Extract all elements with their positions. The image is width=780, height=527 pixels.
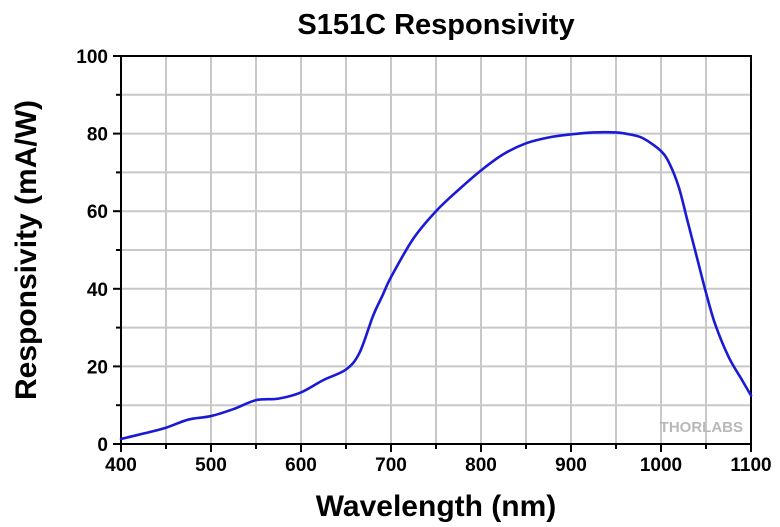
y-tick-label: 60: [87, 202, 108, 223]
chart-title: S151C Responsivity: [297, 9, 574, 41]
y-tick-label: 40: [87, 280, 108, 301]
x-tick-label: 600: [285, 455, 317, 476]
y-tick-label: 100: [76, 47, 108, 68]
y-tick-labels: 0 20 40 60 80 100: [76, 47, 108, 456]
y-axis-label: Responsivity (mA/W): [10, 100, 43, 400]
y-tick-label: 0: [97, 435, 108, 456]
thorlabs-watermark: THORLABS: [660, 419, 743, 436]
x-tick-label: 800: [465, 455, 497, 476]
x-tick-label: 1100: [730, 455, 771, 476]
gridlines: [121, 56, 751, 444]
x-axis-label: Wavelength (nm): [316, 490, 557, 523]
x-tick-label: 900: [555, 455, 587, 476]
x-tick-label: 700: [375, 455, 407, 476]
y-tick-label: 80: [87, 125, 108, 146]
responsivity-curve: [119, 130, 753, 441]
x-tick-labels: 400 500 600 700 800 900 1000 1100: [105, 455, 771, 476]
axis-ticks: [113, 55, 752, 452]
x-tick-label: 400: [105, 455, 137, 476]
x-tick-label: 1000: [640, 455, 682, 476]
x-tick-label: 500: [195, 455, 227, 476]
y-tick-label: 20: [87, 357, 108, 378]
